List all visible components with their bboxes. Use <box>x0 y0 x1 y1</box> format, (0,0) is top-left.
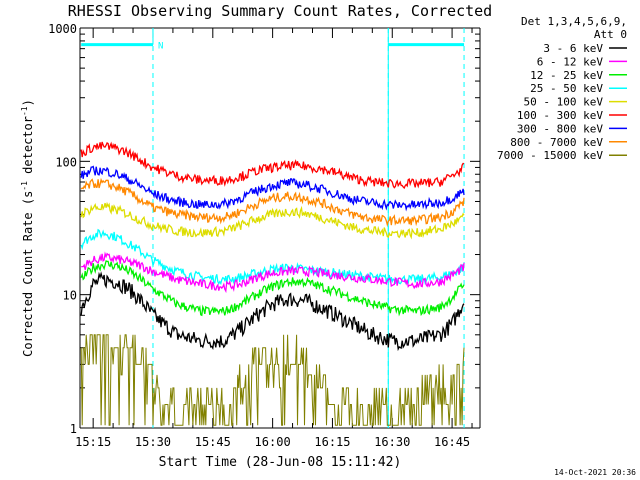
legend-label: 12 - 25 keV <box>530 69 603 82</box>
legend-header-2: Att 0 <box>594 28 627 41</box>
y-tick-label: 100 <box>55 155 77 169</box>
x-tick-label: 15:30 <box>135 435 171 449</box>
series-line-25-50-kev <box>80 228 465 286</box>
series-line-7000-15000-kev <box>80 334 465 426</box>
orbit-annotations: N <box>81 28 465 428</box>
series-line-300-800-kev <box>80 165 465 212</box>
chart-title: RHESSI Observing Summary Count Rates, Co… <box>68 2 492 20</box>
series-line-800-7000-kev <box>80 177 465 228</box>
series-layer <box>80 141 465 426</box>
y-tick-label: 1 <box>70 422 77 436</box>
legend-label: 7000 - 15000 keV <box>497 149 603 162</box>
x-tick-label: 15:15 <box>75 435 111 449</box>
y-axis-label-sup2: -1 <box>20 106 29 116</box>
y-tick-label: 1000 <box>48 22 77 36</box>
y-axis-label-end: ) <box>21 99 35 106</box>
y-axis-label-sup1: -1 <box>20 181 29 191</box>
legend-label: 25 - 50 keV <box>530 82 603 95</box>
x-tick-label: 15:45 <box>195 435 231 449</box>
y-axis-label-mid: detector <box>21 116 35 181</box>
legend-label: 800 - 7000 keV <box>510 136 603 149</box>
series-line-12-25-kev <box>80 260 465 317</box>
saa-marker-label: N <box>158 42 163 52</box>
plot-frame <box>79 27 481 429</box>
x-tick-label: 16:45 <box>434 435 470 449</box>
legend-header-1: Det 1,3,4,5,6,9, <box>521 15 627 28</box>
series-line-6-12-kev <box>81 251 465 294</box>
legend-label: 3 - 6 keV <box>543 42 603 55</box>
legend-label: 300 - 800 keV <box>517 122 603 135</box>
footer-timestamp: 14-Oct-2021 20:36 <box>554 468 636 477</box>
x-tick-label: 16:00 <box>255 435 291 449</box>
series-line-3-6-kev <box>80 271 465 352</box>
y-axis-label-main: Corrected Count Rate (s <box>21 191 35 357</box>
legend-label: 100 - 300 keV <box>517 109 603 122</box>
series-line-50-100-kev <box>80 201 465 240</box>
axis-ticks: 1 10 100 1000 15:15 15:30 15:45 16:00 16:15 16:30… <box>48 22 480 449</box>
legend-label: 6 - 12 keV <box>537 55 604 68</box>
x-tick-label: 16:30 <box>374 435 410 449</box>
y-tick-label: 10 <box>63 289 77 303</box>
series-line-100-300-kev <box>80 141 465 190</box>
legend-label: 50 - 100 keV <box>524 96 604 109</box>
x-axis-label: Start Time (28-Jun-08 15:11:42) <box>159 455 402 470</box>
y-axis-label: Corrected Count Rate (s-1 detector-1) <box>20 99 35 357</box>
x-tick-label: 16:15 <box>314 435 350 449</box>
